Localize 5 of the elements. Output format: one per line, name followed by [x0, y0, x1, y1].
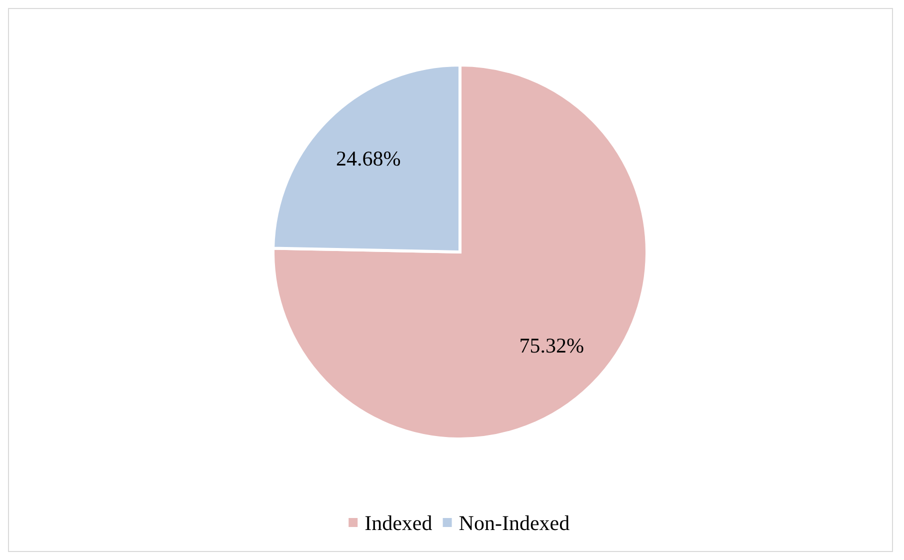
pie-slice [272, 64, 648, 440]
data-label: 75.32% [519, 333, 584, 358]
legend-label: Indexed [364, 511, 433, 535]
data-label: 24.68% [336, 146, 401, 171]
legend-label: Non-Indexed [458, 511, 570, 535]
